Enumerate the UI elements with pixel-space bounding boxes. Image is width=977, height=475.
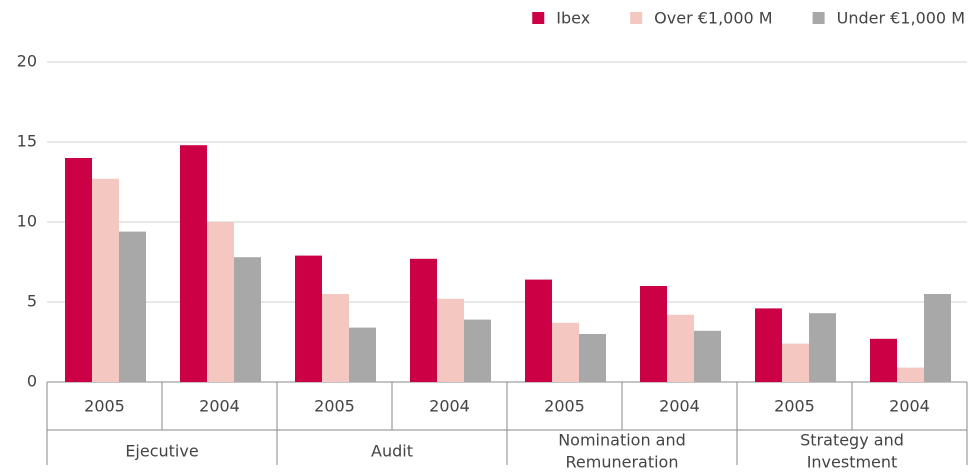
bar xyxy=(92,178,119,382)
x-tick-label: 2004 xyxy=(889,397,930,416)
bar xyxy=(870,338,897,382)
bar xyxy=(207,222,234,382)
bar xyxy=(694,330,721,382)
y-tick-label: 0 xyxy=(27,372,37,391)
bar xyxy=(234,257,261,382)
bar xyxy=(65,158,92,382)
x-tick-label: 2004 xyxy=(199,397,240,416)
bar xyxy=(924,294,951,382)
bar xyxy=(119,231,146,382)
legend-swatch xyxy=(630,12,643,24)
bar xyxy=(295,255,322,382)
y-tick-label: 20 xyxy=(17,52,37,71)
bar xyxy=(897,367,924,382)
legend-swatch xyxy=(812,12,825,24)
bar xyxy=(180,145,207,382)
legend-label: Ibex xyxy=(556,9,590,28)
group-label: Audit xyxy=(371,442,413,461)
x-tick-label: 2005 xyxy=(774,397,815,416)
legend-label: Under €1,000 M xyxy=(837,9,965,28)
bar xyxy=(525,279,552,382)
bar xyxy=(579,334,606,382)
group-label: Investment xyxy=(807,453,898,472)
x-tick-label: 2005 xyxy=(84,397,125,416)
bar xyxy=(464,319,491,382)
bar xyxy=(640,286,667,382)
bar xyxy=(755,308,782,382)
y-tick-label: 10 xyxy=(17,212,37,231)
x-tick-label: 2005 xyxy=(544,397,585,416)
bar xyxy=(809,313,836,382)
group-label: Remuneration xyxy=(566,453,679,472)
bar xyxy=(782,343,809,382)
group-label: Nomination and xyxy=(558,431,686,450)
legend-label: Over €1,000 M xyxy=(654,9,772,28)
bar xyxy=(410,258,437,382)
bar xyxy=(322,294,349,382)
group-label: Ejecutive xyxy=(125,442,198,461)
group-label: Strategy and xyxy=(800,431,904,450)
y-tick-label: 15 xyxy=(17,132,37,151)
x-tick-label: 2004 xyxy=(659,397,700,416)
x-tick-label: 2004 xyxy=(429,397,470,416)
y-tick-label: 5 xyxy=(27,292,37,311)
legend-swatch xyxy=(532,12,545,24)
bar xyxy=(437,298,464,382)
bar xyxy=(349,327,376,382)
bar xyxy=(552,322,579,382)
bar xyxy=(667,314,694,382)
x-tick-label: 2005 xyxy=(314,397,355,416)
